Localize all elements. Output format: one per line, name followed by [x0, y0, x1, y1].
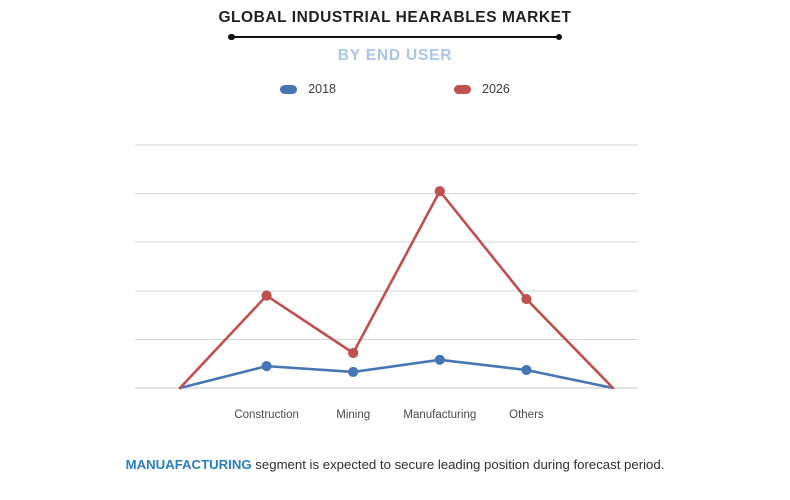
- data-point-2026-Mining[interactable]: [348, 347, 359, 359]
- x-axis-label-mining: Mining: [336, 409, 371, 421]
- plot-area: [135, 144, 638, 390]
- legend-label-2026: 2026: [482, 82, 510, 96]
- line-chart-svg: [135, 144, 638, 390]
- divider-line: [231, 36, 559, 38]
- divider-dot-right-icon: [555, 33, 562, 41]
- x-axis-label-others: Others: [509, 409, 544, 421]
- x-axis-label-construction: Construction: [234, 409, 299, 421]
- chart-subtitle: BY END USER: [337, 47, 453, 64]
- title-divider: [228, 32, 562, 42]
- markers-group: [261, 186, 532, 378]
- legend-item-2026[interactable]: 2026: [454, 82, 510, 96]
- data-point-2018-Others[interactable]: [521, 364, 532, 376]
- x-axis-tick-labels: Construction Mining Manufacturing Others: [0, 408, 790, 426]
- series-group: [178, 189, 615, 390]
- data-point-2026-Manufacturing[interactable]: [434, 186, 445, 197]
- chart-legend: 2018 2026: [0, 82, 790, 96]
- data-point-2018-Mining[interactable]: [348, 366, 359, 378]
- data-point-2026-Construction[interactable]: [261, 290, 272, 301]
- caption-text: segment is expected to secure leading po…: [251, 457, 665, 472]
- series-line-2018: [178, 358, 615, 390]
- series-line-2026: [178, 189, 615, 390]
- legend-item-2018[interactable]: 2018: [280, 82, 336, 96]
- chart-header: GLOBAL INDUSTRIAL HEARABLES MARKET BY EN…: [0, 8, 790, 66]
- x-axis-label-manufacturing: Manufacturing: [403, 409, 477, 421]
- data-point-2018-Manufacturing[interactable]: [434, 354, 445, 365]
- caption-highlight: MANUAFACTURING: [125, 457, 252, 472]
- chart-title: GLOBAL INDUSTRIAL HEARABLES MARKET: [218, 9, 572, 26]
- legend-swatch-icon-2018: [280, 84, 298, 94]
- legend-label-2018: 2018: [308, 82, 336, 96]
- gridlines-group: [135, 144, 638, 389]
- chart-caption: MANUAFACTURING segment is expected to se…: [0, 455, 790, 475]
- data-point-2018-Construction[interactable]: [261, 361, 272, 372]
- data-point-2026-Others[interactable]: [521, 293, 532, 305]
- legend-swatch-icon-2026: [454, 84, 471, 94]
